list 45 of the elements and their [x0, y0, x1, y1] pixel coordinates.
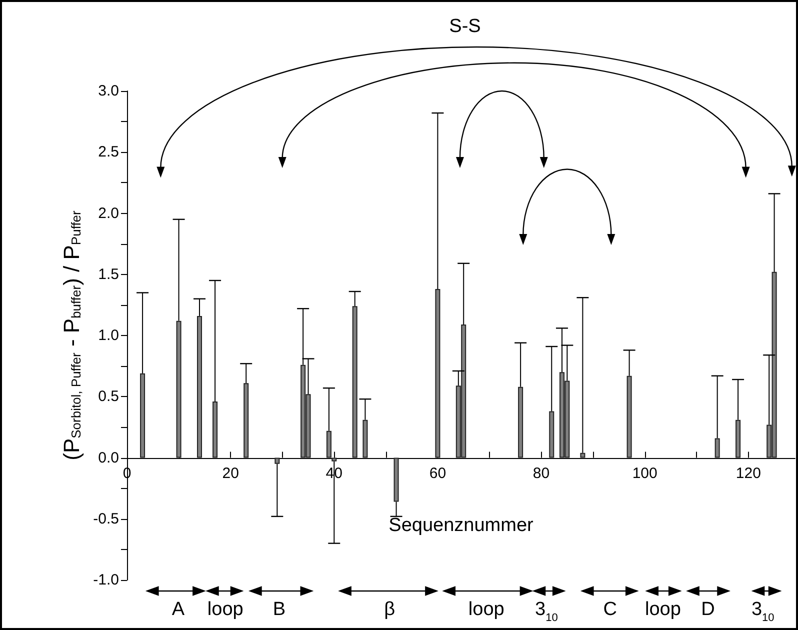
y-tick-label: 1.0: [98, 327, 119, 344]
bar: [212, 402, 218, 458]
bar: [176, 320, 182, 458]
bar: [332, 458, 337, 462]
text: A: [172, 599, 185, 620]
x-tick-label: 60: [429, 464, 446, 482]
bar: [435, 289, 440, 458]
y-tick-label: 0.5: [98, 388, 119, 406]
bar: [196, 316, 202, 458]
text: loop: [468, 599, 504, 620]
y-axis-title: (PSorbitol, Puffer - Pbuffer) / PPuffer: [58, 210, 84, 460]
x-axis-title: Sequenznummer: [388, 514, 534, 536]
bar: [736, 420, 741, 458]
bar: [518, 386, 524, 458]
x-tick-label: 120: [736, 464, 761, 482]
text: 3$_{10}$: [751, 599, 774, 624]
text: C: [603, 599, 617, 620]
text: β: [384, 599, 396, 620]
y-tick-label: 0.0: [98, 449, 119, 466]
text: 3$_{10}$: [535, 599, 558, 624]
bar: [580, 452, 586, 458]
y-tick-label: 3.0: [98, 82, 119, 100]
x-tick-label: 100: [632, 464, 658, 482]
bar: [549, 411, 554, 458]
text: B: [272, 599, 286, 620]
x-tick-label: 20: [222, 464, 239, 482]
text: D: [701, 599, 715, 620]
bar: [140, 373, 146, 458]
bar: [394, 458, 399, 502]
y-tick-label: -1.0: [93, 572, 119, 588]
text: S-S: [449, 16, 481, 37]
y-tick-label: 2.0: [98, 204, 119, 222]
bar: [326, 430, 332, 458]
bar: [714, 438, 720, 458]
bar: [244, 383, 249, 458]
x-tick-label: 80: [532, 464, 550, 482]
text: loop: [207, 599, 244, 620]
text: loop: [644, 599, 681, 620]
bar: [626, 376, 632, 458]
y-tick-label: 2.5: [98, 144, 119, 161]
bar: [352, 306, 358, 458]
bar: [274, 458, 280, 464]
y-tick-label: 1.5: [98, 266, 119, 283]
bar: [362, 420, 368, 458]
y-tick-label: -0.5: [93, 510, 119, 528]
